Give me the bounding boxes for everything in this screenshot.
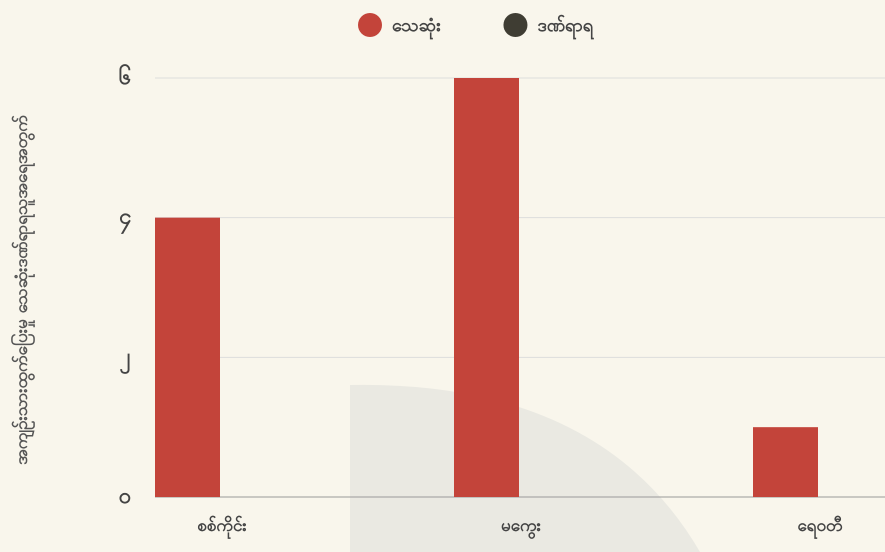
legend-marker — [358, 13, 382, 37]
x-tick-label: စစ်ကိုင်း — [197, 515, 247, 540]
bar — [454, 78, 519, 497]
y-tick-label: ၆ — [119, 63, 131, 90]
legend-marker — [503, 13, 528, 37]
legend-label: သေဆုံး — [392, 15, 441, 40]
background-shape — [350, 384, 700, 552]
y-tick-label: ၄ — [119, 205, 131, 235]
x-tick-label: ရေဝတီ — [797, 515, 843, 540]
bar — [155, 217, 220, 497]
y-tick-label: ၀ — [119, 484, 131, 509]
y-tick-label: ၂ — [120, 344, 131, 374]
legend-label: ဒဏ်ရာရ — [537, 14, 593, 40]
y-axis-label: အကျဉ်းသားထွက်ပြေးမှု သေဆုံးဒဏ်ရာရသူအရေအတ… — [9, 115, 36, 465]
bar — [753, 427, 818, 497]
